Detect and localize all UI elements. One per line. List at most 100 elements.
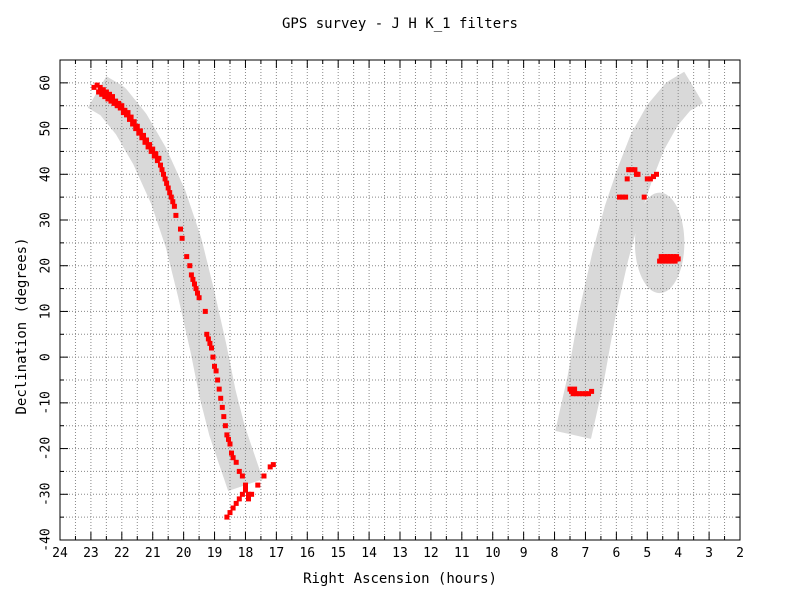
data-point (179, 235, 185, 241)
data-point (229, 450, 234, 456)
data-point (171, 203, 177, 209)
y-tick-label: -10 (39, 391, 54, 414)
data-point (661, 254, 667, 260)
data-point (227, 510, 233, 516)
data-point (586, 391, 591, 397)
data-point (641, 194, 647, 200)
data-point (570, 391, 576, 397)
data-point (666, 258, 672, 264)
data-point (236, 468, 242, 474)
data-point (224, 432, 230, 438)
x-tick-label: 8 (551, 546, 559, 561)
x-tick-label: 19 (207, 546, 223, 561)
x-tick-label: 23 (83, 546, 99, 561)
x-tick-label: 4 (674, 546, 682, 561)
data-point (669, 258, 675, 264)
data-point (99, 91, 105, 97)
data-point (224, 514, 230, 520)
data-point (202, 308, 208, 314)
data-point (173, 212, 179, 218)
data-point (119, 103, 125, 109)
data-point (144, 137, 149, 143)
data-point (221, 414, 227, 420)
data-point (161, 171, 166, 177)
x-tick-label: 20 (176, 546, 192, 561)
data-point (663, 258, 669, 264)
x-tick-label: 9 (520, 546, 528, 561)
data-point (660, 258, 666, 264)
data-point (215, 377, 221, 383)
data-point (658, 254, 664, 260)
data-point (134, 123, 140, 129)
data-point (107, 91, 112, 97)
data-point (210, 354, 216, 360)
data-point (644, 176, 650, 182)
data-point (246, 496, 251, 502)
y-tick-label: -20 (39, 437, 54, 460)
data-point (167, 190, 173, 196)
data-point (96, 89, 102, 95)
data-point (162, 176, 168, 182)
data-point (122, 107, 128, 113)
data-point (207, 340, 213, 346)
data-point (178, 226, 183, 232)
x-tick-label: 18 (238, 546, 254, 561)
x-tick-label: 11 (454, 546, 470, 561)
data-point (105, 96, 111, 102)
data-point (583, 391, 588, 397)
data-point (623, 194, 629, 200)
y-tick-label: 20 (39, 258, 54, 274)
data-point (635, 171, 641, 177)
data-point (222, 423, 228, 429)
data-point (216, 386, 222, 392)
data-point (651, 174, 656, 180)
data-point (209, 345, 214, 351)
data-point (226, 436, 231, 442)
data-point (218, 395, 224, 401)
y-tick-label: 40 (39, 166, 54, 182)
data-point (108, 98, 114, 104)
data-point (626, 167, 632, 173)
data-point (236, 496, 242, 502)
data-point (156, 155, 162, 161)
data-point (192, 281, 197, 287)
data-point (103, 89, 109, 95)
data-point (91, 84, 97, 90)
y-tick-label: 50 (39, 121, 54, 137)
x-tick-label: 15 (330, 546, 346, 561)
y-tick-label: 30 (39, 212, 54, 228)
data-point (116, 100, 122, 106)
data-point (255, 482, 261, 488)
y-tick-label: -30 (39, 483, 54, 506)
data-point (624, 176, 630, 182)
data-point (100, 87, 106, 93)
data-point (97, 84, 103, 90)
x-tick-label: 5 (643, 546, 651, 561)
data-point (158, 162, 163, 168)
y-tick-label: -40 (39, 528, 54, 551)
y-tick-label: 10 (39, 304, 54, 320)
data-point (204, 331, 210, 337)
x-tick-label: 3 (705, 546, 713, 561)
x-tick-label: 21 (145, 546, 161, 561)
data-point (270, 462, 276, 468)
data-point (141, 132, 146, 138)
data-point (147, 142, 153, 148)
data-point (620, 194, 625, 200)
data-point (632, 167, 638, 173)
x-tick-label: 2 (736, 546, 744, 561)
x-axis-label: Right Ascension (hours) (303, 571, 497, 587)
data-point (184, 254, 190, 260)
x-tick-label: 7 (582, 546, 590, 561)
data-point (113, 98, 119, 104)
data-point (110, 94, 115, 100)
y-tick-label: 0 (39, 353, 54, 361)
data-point (267, 464, 273, 470)
data-point (102, 94, 108, 100)
data-point (233, 500, 239, 506)
x-tick-label: 24 (52, 546, 68, 561)
data-point (572, 386, 578, 392)
y-tick-label: 60 (39, 75, 54, 91)
data-point (239, 491, 245, 497)
